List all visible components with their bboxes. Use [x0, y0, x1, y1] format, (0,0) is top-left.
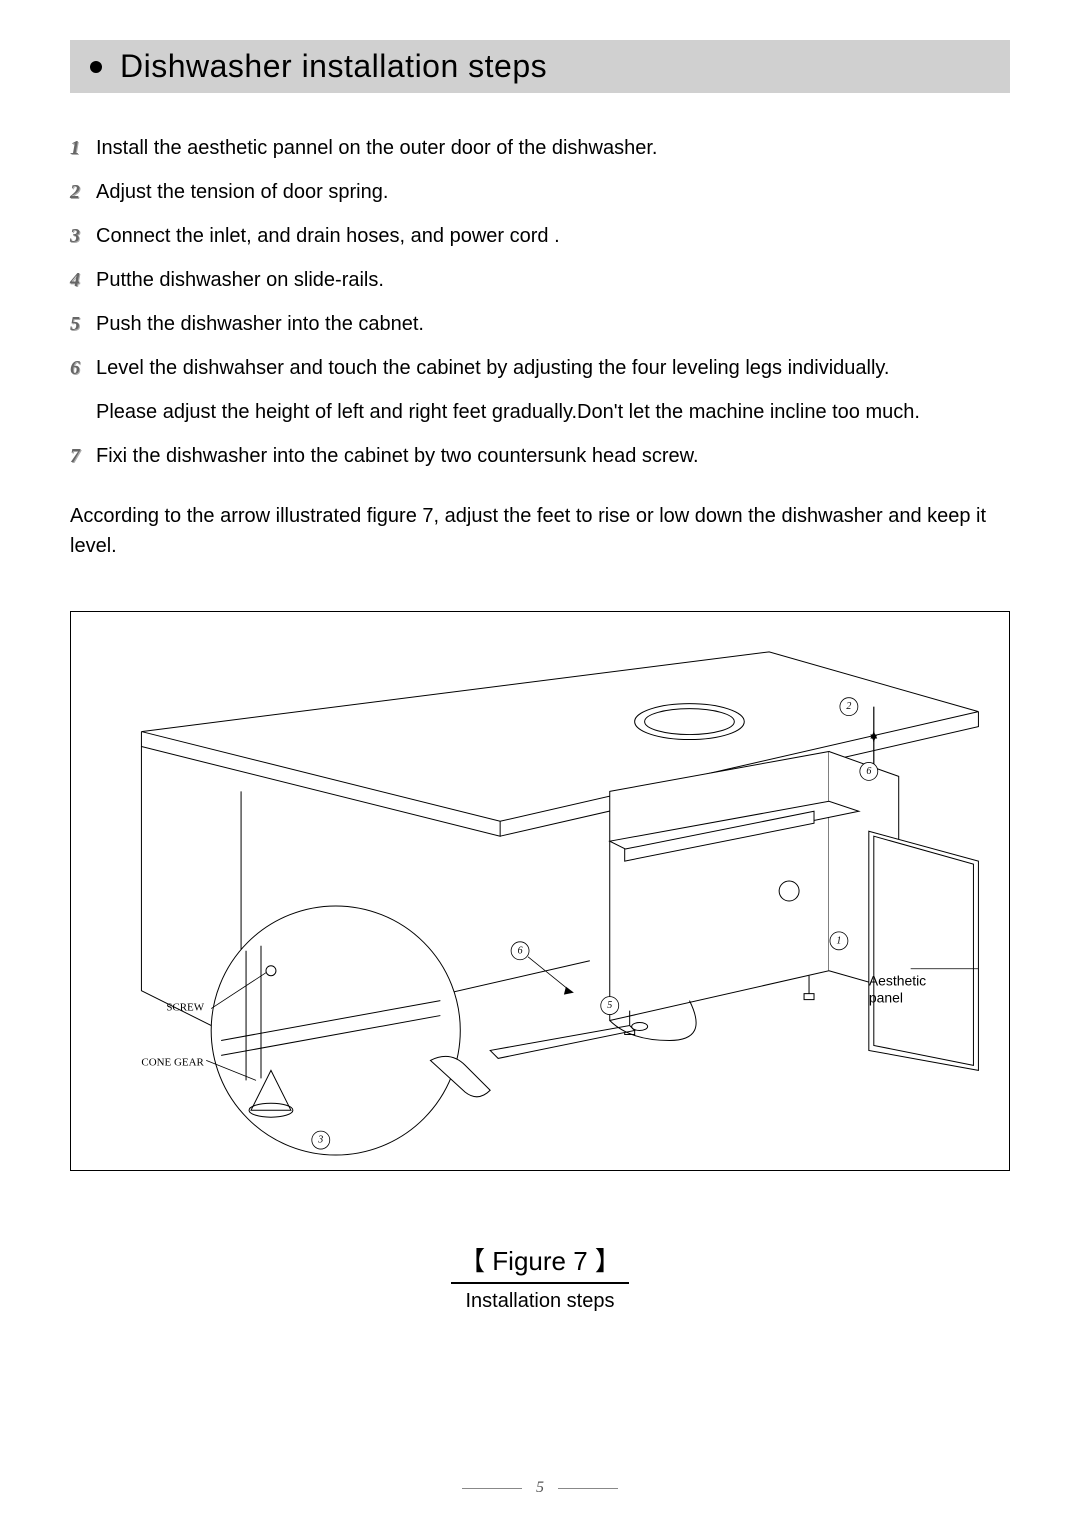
step-number: 6 [70, 353, 96, 383]
step-text: Connect the inlet, and drain hoses, and … [96, 221, 1010, 251]
step-number: 2 [70, 177, 96, 207]
step-item: 3 Connect the inlet, and drain hoses, an… [70, 221, 1010, 251]
step-text: Fixi the dishwasher into the cabinet by … [96, 441, 1010, 471]
step-number: 1 [70, 133, 96, 163]
callout-6b: 6 [518, 945, 523, 956]
step-number: 7 [70, 441, 96, 471]
callout-6a: 6 [866, 766, 871, 777]
figure-subtitle: Installation steps [70, 1290, 1010, 1313]
step-text: Install the aesthetic pannel on the oute… [96, 133, 1010, 163]
aesthetic-label-2: panel [869, 990, 903, 1006]
section-heading: Dishwasher installation steps [70, 40, 1010, 93]
screw-label: SCREW [166, 1002, 204, 1014]
step-number: 3 [70, 221, 96, 251]
callout-2: 2 [846, 701, 851, 712]
callout-1: 1 [836, 935, 841, 946]
figure-title: 【 Figure 7 】 [451, 1241, 629, 1284]
step-item: 2 Adjust the tension of door spring. [70, 177, 1010, 207]
step-text: Push the dishwasher into the cabnet. [96, 309, 1010, 339]
step-item: 5 Push the dishwasher into the cabnet. [70, 309, 1010, 339]
step-text: Adjust the tension of door spring. [96, 177, 1010, 207]
diagram-svg: Aesthetic panel SCREW CONE GEAR [71, 612, 1009, 1170]
steps-list: 1 Install the aesthetic pannel on the ou… [70, 133, 1010, 471]
step-item: 7 Fixi the dishwasher into the cabinet b… [70, 441, 1010, 471]
step-item: 1 Install the aesthetic pannel on the ou… [70, 133, 1010, 163]
step-text: Level the dishwahser and touch the cabin… [96, 353, 1010, 383]
step-number: 5 [70, 309, 96, 339]
heading-bullet-icon [90, 61, 102, 73]
cone-gear-label: CONE GEAR [141, 1056, 204, 1068]
page-number-text: 5 [536, 1479, 544, 1496]
aesthetic-label-1: Aesthetic [869, 973, 926, 989]
installation-diagram: Aesthetic panel SCREW CONE GEAR [70, 611, 1010, 1171]
step-subtext: Please adjust the height of left and rig… [96, 397, 1010, 427]
callout-5: 5 [607, 1000, 612, 1011]
step-number: 4 [70, 265, 96, 295]
heading-text: Dishwasher installation steps [120, 48, 547, 85]
callout-3: 3 [317, 1135, 323, 1146]
step-item: 6 Level the dishwahser and touch the cab… [70, 353, 1010, 383]
page-line-right [558, 1488, 618, 1489]
figure-caption: 【 Figure 7 】 Installation steps [70, 1241, 1010, 1313]
page-line-left [462, 1488, 522, 1489]
step-item: 4 Putthe dishwasher on slide-rails. [70, 265, 1010, 295]
page-number: 5 [0, 1479, 1080, 1497]
step-text: Putthe dishwasher on slide-rails. [96, 265, 1010, 295]
note-paragraph: According to the arrow illustrated figur… [70, 501, 1010, 561]
